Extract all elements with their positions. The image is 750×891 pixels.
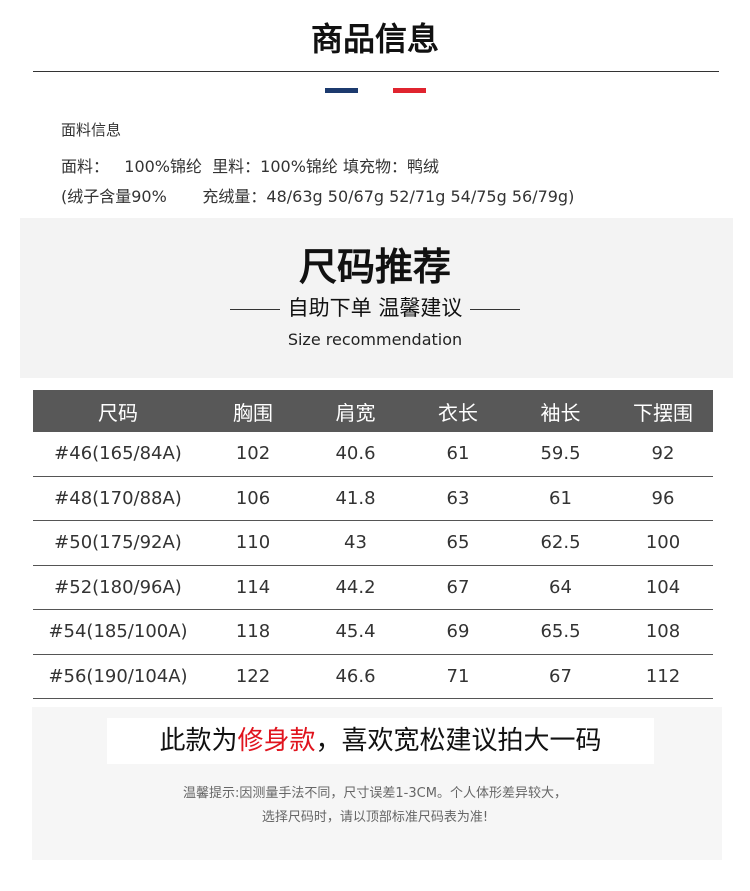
size-title: 尺码推荐	[298, 245, 451, 289]
table-row: #52(180/96A) 114 44.2 67 64 104	[33, 566, 713, 610]
table-cell: #50(175/92A)	[54, 532, 182, 554]
table-cell: 118	[235, 621, 271, 643]
table-row: #48(170/88A) 106 41.8 63 61 96	[33, 477, 713, 521]
size-subtitle-text: 自助下单 温馨建议	[287, 296, 463, 320]
fit-prefix: 此款为	[159, 726, 238, 756]
fabric-heading: 面料信息	[61, 121, 122, 139]
fabric-line-2: (绒子含量90% 充绒量：48/63g 50/67g 52/71g 54/75g…	[61, 187, 575, 206]
header-cell: 胸围	[233, 400, 273, 425]
table-cell: 44.2	[335, 576, 376, 598]
table-cell: 41.8	[335, 487, 376, 509]
table-row: #50(175/92A) 110 43 65 62.5 100	[33, 521, 713, 566]
header-cell: 肩宽	[335, 400, 376, 425]
size-subtitle: 自助下单 温馨建议	[0, 292, 750, 322]
header-cell: 衣长	[438, 400, 478, 425]
size-section-bg	[20, 218, 733, 378]
table-cell: 67	[549, 665, 572, 687]
table-row: #56(190/104A) 122 46.6 71 67 112	[33, 655, 713, 699]
red-stripe	[393, 88, 426, 93]
fabric-line-1: 面料： 100%锦纶 里料：100%锦纶 填充物：鸭绒	[61, 157, 440, 176]
table-cell: 96	[651, 487, 675, 509]
table-cell: 100	[645, 532, 681, 554]
table-row: #46(165/84A) 102 40.6 61 59.5 92	[33, 432, 713, 477]
table-cell: 65.5	[540, 621, 581, 643]
table-cell: #46(165/84A)	[54, 443, 182, 465]
table-cell: 62.5	[540, 532, 581, 554]
size-table: 尺码 胸围 肩宽 衣长 袖长 下摆围 #46(165/84A) 102 40.6 61…	[33, 390, 713, 699]
table-cell: 106	[235, 487, 271, 509]
table-cell: 63	[446, 487, 470, 509]
header-cell: 下摆围	[633, 400, 693, 425]
table-row: #54(185/100A) 118 45.4 69 65.5 108	[33, 610, 713, 655]
table-cell: #54(185/100A)	[48, 621, 188, 643]
blue-stripe	[325, 88, 358, 93]
table-cell: 102	[235, 443, 271, 465]
table-cell: 110	[235, 532, 271, 554]
fit-suffix: ，喜欢宽松建议拍大一码	[315, 726, 602, 756]
fit-highlight: 修身款	[237, 726, 316, 756]
tip-line-1: 温馨提示:因测量手法不同，尺寸误差1-3CM。个人体形差异较大，	[183, 786, 567, 801]
table-cell: 61	[549, 487, 572, 509]
header-cell: 尺码	[98, 400, 138, 425]
table-cell: 46.6	[335, 665, 376, 687]
table-cell: 112	[645, 665, 681, 687]
table-cell: 45.4	[335, 621, 376, 643]
table-cell: 40.6	[335, 443, 376, 465]
table-cell: 108	[645, 621, 681, 643]
table-cell: 92	[651, 443, 675, 465]
table-cell: #48(170/88A)	[54, 487, 182, 509]
tip-line-2: 选择尺码时，请以顶部标准尺码表为准!	[261, 810, 489, 825]
table-cell: #52(180/96A)	[54, 576, 182, 598]
size-subtitle-en: Size recommendation	[287, 330, 463, 349]
header-cell: 袖长	[540, 400, 581, 425]
table-cell: 61	[446, 443, 470, 465]
divider	[33, 71, 719, 72]
table-cell: 69	[446, 621, 470, 643]
table-cell: 114	[235, 576, 271, 598]
table-cell: 43	[344, 532, 367, 554]
fit-note: 此款为修身款，喜欢宽松建议拍大一码	[107, 718, 654, 764]
table-cell: 67	[446, 576, 470, 598]
table-cell: #56(190/104A)	[48, 665, 188, 687]
table-cell: 59.5	[540, 443, 581, 465]
table-cell: 104	[645, 576, 681, 598]
table-cell: 65	[446, 532, 470, 554]
table-cell: 122	[235, 665, 271, 687]
page-title: 商品信息	[310, 20, 439, 58]
table-cell: 64	[549, 576, 572, 598]
table-header: 尺码 胸围 肩宽 衣长 袖长 下摆围	[33, 390, 713, 432]
table-cell: 71	[446, 665, 470, 687]
